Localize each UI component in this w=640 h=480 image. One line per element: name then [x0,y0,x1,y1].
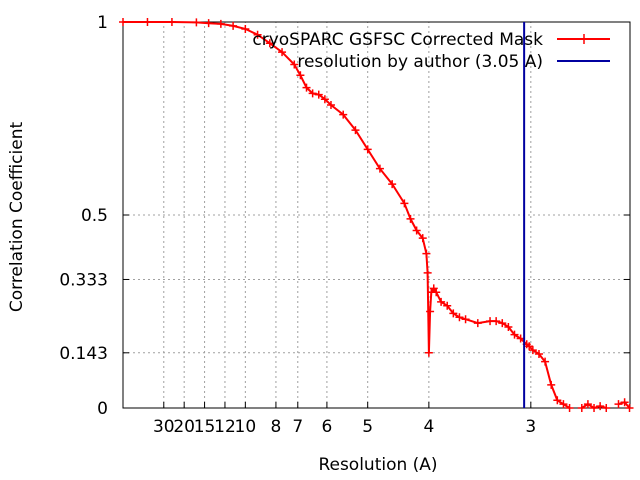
fsc-point [192,18,201,27]
legend-fsc-marker [579,34,589,44]
fsc-point [278,48,287,57]
fsc-point [553,396,562,405]
fsc-point [406,214,415,223]
legend-fsc-label: cryoSPARC GSFSC Corrected Mask [252,30,543,50]
fsc-point [418,234,427,243]
fsc-point [498,319,507,328]
fsc-point [443,301,452,310]
fsc-point [422,249,431,258]
fsc-point [620,398,629,407]
fsc-point [559,400,568,409]
fsc-point [375,164,384,173]
fsc-point [326,100,335,109]
fsc-point [290,60,299,69]
y-tick-label: 0 [97,399,108,419]
fsc-point [534,349,543,358]
fsc-point [547,380,556,389]
y-tick-label: 0.143 [59,344,108,364]
x-tick-label: 12 [214,417,236,437]
x-tick-label: 5 [362,417,373,437]
fsc-point [525,342,534,351]
grid [123,22,630,408]
fsc-point [143,18,152,26]
fsc-point [602,404,611,412]
fsc-point [216,19,225,28]
fsc-point [432,288,441,297]
legend-author-resolution-label: resolution by author (3.05 A) [297,52,543,72]
fsc-point [541,357,550,366]
x-tick-label: 30 [153,417,175,437]
fsc-point [241,24,250,33]
fsc-point [423,268,432,277]
fsc-point [363,145,372,154]
fsc-point [565,404,574,412]
fsc-point [596,402,605,411]
fsc-point [510,330,519,339]
fsc-point [314,90,323,99]
fsc-point [253,30,262,39]
y-tick-label: 1 [97,13,108,33]
fsc-point [400,199,409,208]
x-tick-label: 15 [194,417,216,437]
y-ticks: 0 0.143 0.333 0.5 1 [59,13,630,419]
fsc-point [426,307,435,316]
fsc-point [204,19,213,28]
fsc-point [296,71,305,80]
legend: cryoSPARC GSFSC Corrected Maskresolution… [252,30,610,72]
series-layer [119,18,634,412]
fsc-point [583,400,592,409]
fsc-point [119,18,127,26]
x-tick-label: 8 [271,417,282,437]
y-tick-label: 0.333 [59,270,108,290]
fsc-point [339,110,348,119]
fsc-point [528,346,537,355]
fsc-point [351,126,360,135]
fsc-point [320,95,329,104]
fsc-point [625,404,634,412]
fsc-point [167,18,176,26]
x-tick-label: 10 [235,417,257,437]
fsc-point [461,315,470,324]
fsc-point [590,404,599,412]
fsc-point [455,313,464,322]
x-axis-title: Resolution (A) [318,455,437,475]
x-tick-label: 6 [321,417,332,437]
fsc-point [412,226,421,235]
fsc-point [614,400,623,409]
fsc-point [308,89,317,98]
fsc-point [388,180,397,189]
fsc-point [449,309,458,318]
fsc-point [229,21,238,30]
y-tick-label: 0.5 [81,206,108,226]
x-tick-label: 7 [292,417,303,437]
fsc-point [577,404,586,412]
fsc-point [504,322,513,331]
fsc-point [492,317,501,326]
fsc-point [302,83,311,92]
x-tick-label: 20 [173,417,195,437]
x-tick-label: 4 [423,417,434,437]
fsc-point [437,297,446,306]
x-tick-label: 3 [525,417,536,437]
y-axis-title: Correlation Coefficient [7,122,27,313]
fsc-point [424,348,433,357]
fsc-point [473,319,482,328]
fsc-point [265,39,274,48]
